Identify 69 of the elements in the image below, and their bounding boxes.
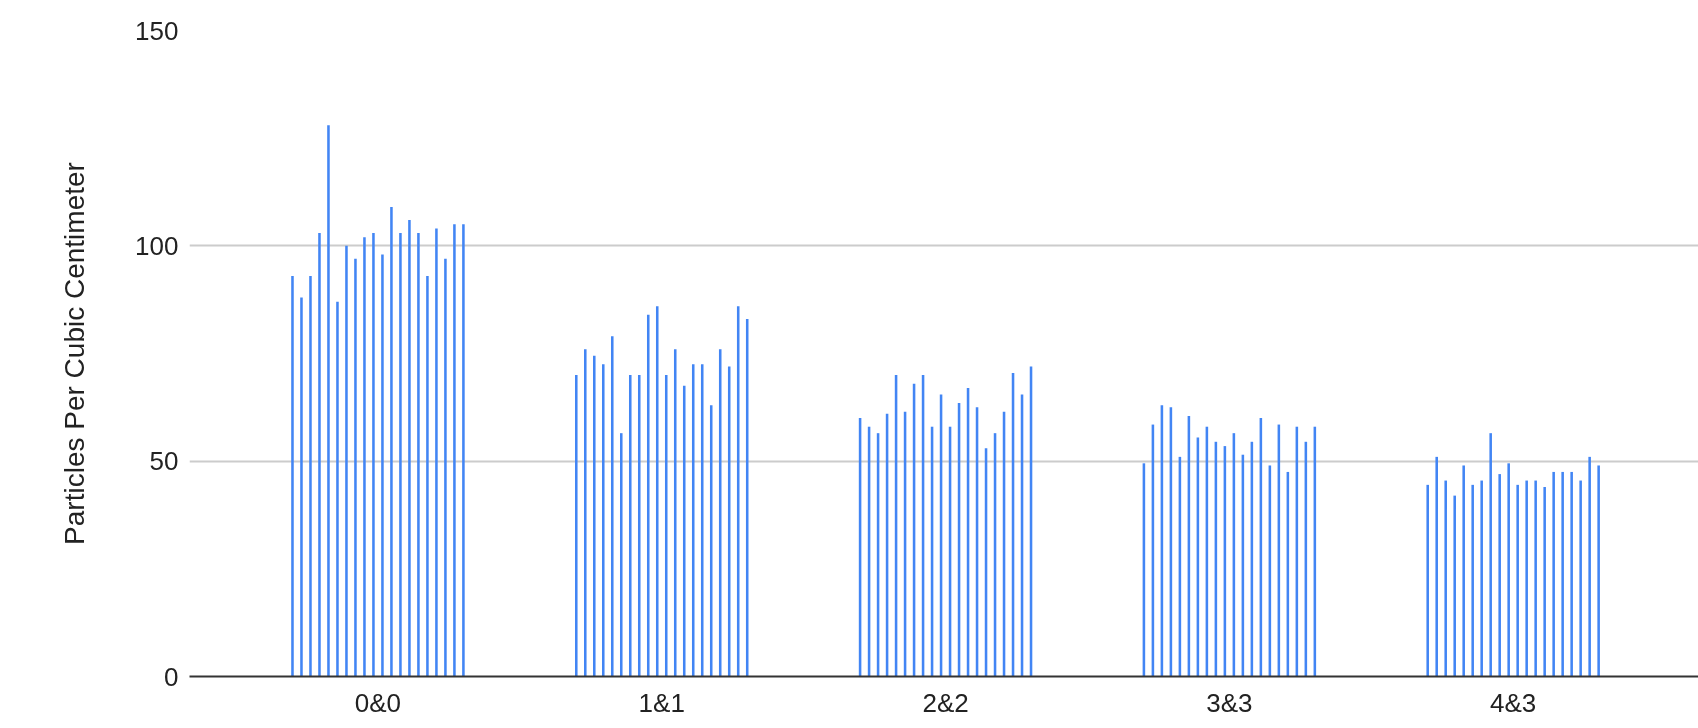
bar xyxy=(444,258,447,677)
x-tick-label: 1&1 xyxy=(638,687,685,718)
bar xyxy=(637,375,641,677)
bar xyxy=(309,275,312,677)
bar xyxy=(327,125,330,677)
bar xyxy=(673,349,677,677)
bar xyxy=(1552,471,1555,677)
bar xyxy=(1453,495,1456,677)
bar xyxy=(453,224,456,677)
bar xyxy=(291,275,294,677)
bar xyxy=(1525,480,1528,677)
x-tick-label: 2&2 xyxy=(922,687,969,718)
bar xyxy=(354,258,357,677)
y-tick-label: 0 xyxy=(164,661,179,692)
bar xyxy=(426,275,429,677)
bar xyxy=(417,232,420,677)
bar xyxy=(1534,480,1537,677)
bar xyxy=(1543,487,1546,677)
bar xyxy=(593,355,596,677)
bar xyxy=(655,306,659,677)
bar xyxy=(372,232,375,677)
bar xyxy=(462,224,465,677)
bar xyxy=(1516,484,1519,677)
bar xyxy=(1462,465,1465,677)
bar xyxy=(345,245,348,677)
y-tick-label: 50 xyxy=(149,446,179,477)
bar xyxy=(584,349,587,677)
bar xyxy=(628,375,632,677)
bar xyxy=(1435,456,1438,677)
bar xyxy=(1480,480,1483,677)
bar xyxy=(300,297,303,677)
bar xyxy=(1561,471,1564,677)
bar xyxy=(381,254,384,677)
bar xyxy=(700,364,704,677)
x-tick-label: 4&3 xyxy=(1490,687,1537,718)
bar xyxy=(318,232,321,677)
bar xyxy=(1498,474,1501,677)
bar xyxy=(1579,480,1582,677)
bar xyxy=(1444,480,1447,677)
x-tick-label: 3&3 xyxy=(1206,687,1253,718)
bar xyxy=(736,306,740,677)
bar xyxy=(727,366,731,677)
bar xyxy=(602,364,605,677)
bar xyxy=(1507,463,1510,677)
bar xyxy=(1597,465,1600,677)
bar xyxy=(619,433,623,677)
bar xyxy=(646,314,650,677)
bar xyxy=(718,349,722,677)
bar xyxy=(1471,484,1474,677)
y-axis-title: Particles Per Cubic Centimeter xyxy=(59,162,91,545)
bar xyxy=(691,364,695,677)
bar xyxy=(336,301,339,677)
bar xyxy=(1489,433,1492,677)
y-tick-label: 100 xyxy=(135,230,179,261)
x-tick-label: 0&0 xyxy=(354,687,402,718)
bar xyxy=(1588,456,1591,677)
bar xyxy=(399,232,402,677)
bar xyxy=(709,405,713,677)
bar xyxy=(1426,484,1429,677)
bar xyxy=(664,375,668,677)
y-tick-label: 150 xyxy=(135,15,179,46)
bar xyxy=(408,219,411,677)
bar xyxy=(390,207,393,677)
bar xyxy=(682,385,686,677)
bar xyxy=(611,336,614,677)
bar xyxy=(435,228,438,677)
bar xyxy=(575,375,578,677)
bar xyxy=(1570,471,1573,677)
bar xyxy=(363,237,366,677)
